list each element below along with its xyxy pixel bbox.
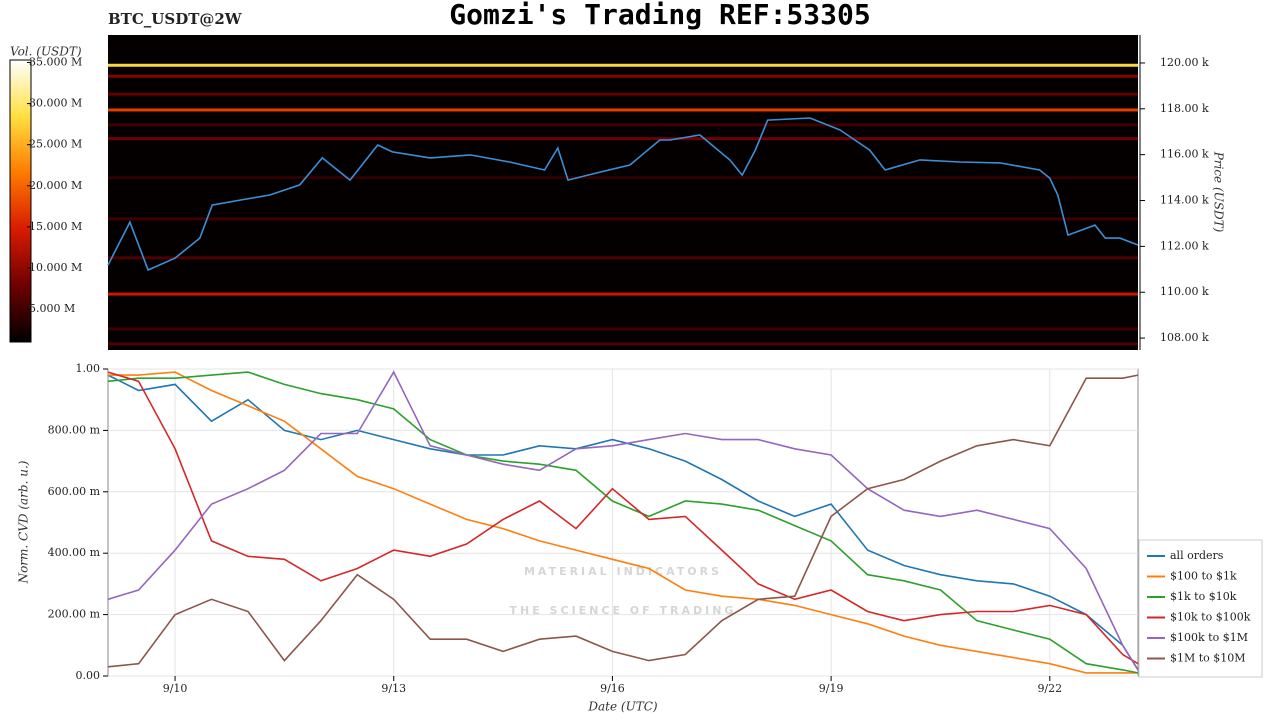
legend-label: $1M to $10M <box>1170 652 1246 665</box>
liquidity-level <box>108 63 1138 67</box>
liquidity-level <box>108 292 1138 296</box>
cvd-line <box>108 371 1138 674</box>
y-tick-label: 108.00 k <box>1160 331 1209 344</box>
colorbar-tick-label: 25.000 M <box>29 138 82 151</box>
y-tick-label: 0.00 <box>76 669 101 682</box>
cvd-line <box>107 371 1139 674</box>
y-tick-label: 120.00 k <box>1160 56 1209 69</box>
legend-box <box>1138 539 1263 678</box>
watermark: MATERIAL INDICATORS <box>524 565 722 578</box>
liquidity-level <box>108 217 1138 221</box>
y-tick-label: 200.00 m <box>48 608 101 621</box>
liquidity-level <box>108 123 1138 127</box>
x-tick-label: 9/13 <box>381 682 406 695</box>
watermark: THE SCIENCE OF TRADING <box>510 604 737 617</box>
x-tick-label: 9/10 <box>163 682 188 695</box>
colorbar-tick-label: 10.000 M <box>29 261 82 274</box>
y-tick-label: 114.00 k <box>1160 194 1209 207</box>
x-tick-label: 9/22 <box>1037 682 1062 695</box>
y-tick-label: 600.00 m <box>48 485 101 498</box>
colorbar-tick-label: 35.000 M <box>29 55 82 68</box>
liquidity-level <box>108 256 1138 260</box>
x-tick-label: 9/16 <box>600 682 625 695</box>
chart-subtitle: BTC_USDT@2W <box>108 10 243 28</box>
cvd-plot-area <box>107 368 1139 677</box>
colorbar-tick-label: 20.000 M <box>29 179 82 192</box>
legend-label: $10k to $100k <box>1170 611 1251 624</box>
y-tick-label: 118.00 k <box>1160 102 1209 115</box>
liquidity-level <box>108 92 1138 96</box>
x-tick-label: 9/19 <box>819 682 844 695</box>
colorbar-label: Vol. (USDT) <box>10 45 82 59</box>
x-axis-label: Date (UTC) <box>587 700 657 714</box>
legend-label: all orders <box>1170 549 1224 562</box>
colorbar-tick-label: 15.000 M <box>29 220 82 233</box>
y-tick-label: 400.00 m <box>48 546 101 559</box>
cvd-line <box>107 374 1139 668</box>
y-axis-label: Price (USDT) <box>1212 151 1226 233</box>
colorbar <box>9 59 32 343</box>
heatmap-background <box>108 35 1138 350</box>
chart-title: Gomzi's Trading REF:53305 <box>449 0 870 31</box>
price-line <box>107 117 1139 272</box>
cvd-line <box>107 374 1139 671</box>
legend-label: $100k to $1M <box>1170 631 1248 644</box>
liquidity-level <box>108 327 1138 331</box>
liquidity-level <box>108 108 1138 112</box>
liquidity-level <box>108 137 1138 141</box>
cvd-line <box>107 371 1139 665</box>
colorbar-tick-label: 30.000 M <box>29 97 82 110</box>
colorbar-tick-label: 5.000 M <box>29 302 75 315</box>
cvd-line <box>107 370 1139 671</box>
liquidity-level <box>108 176 1138 180</box>
y-tick-label: 110.00 k <box>1160 285 1209 298</box>
liquidity-level <box>108 74 1138 78</box>
legend-label: $1k to $10k <box>1170 590 1237 603</box>
y-tick-label: 112.00 k <box>1160 239 1209 252</box>
legend-label: $100 to $1k <box>1170 570 1237 583</box>
liquidity-level <box>108 342 1138 346</box>
y-axis-label: Norm. CVD (arb. u.) <box>17 460 31 584</box>
y-tick-label: 1.00 <box>76 362 101 375</box>
y-tick-label: 116.00 k <box>1160 148 1209 161</box>
y-tick-label: 800.00 m <box>48 423 101 436</box>
